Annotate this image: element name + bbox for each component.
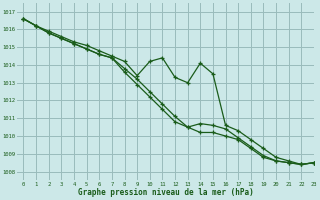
X-axis label: Graphe pression niveau de la mer (hPa): Graphe pression niveau de la mer (hPa) [78,188,253,197]
